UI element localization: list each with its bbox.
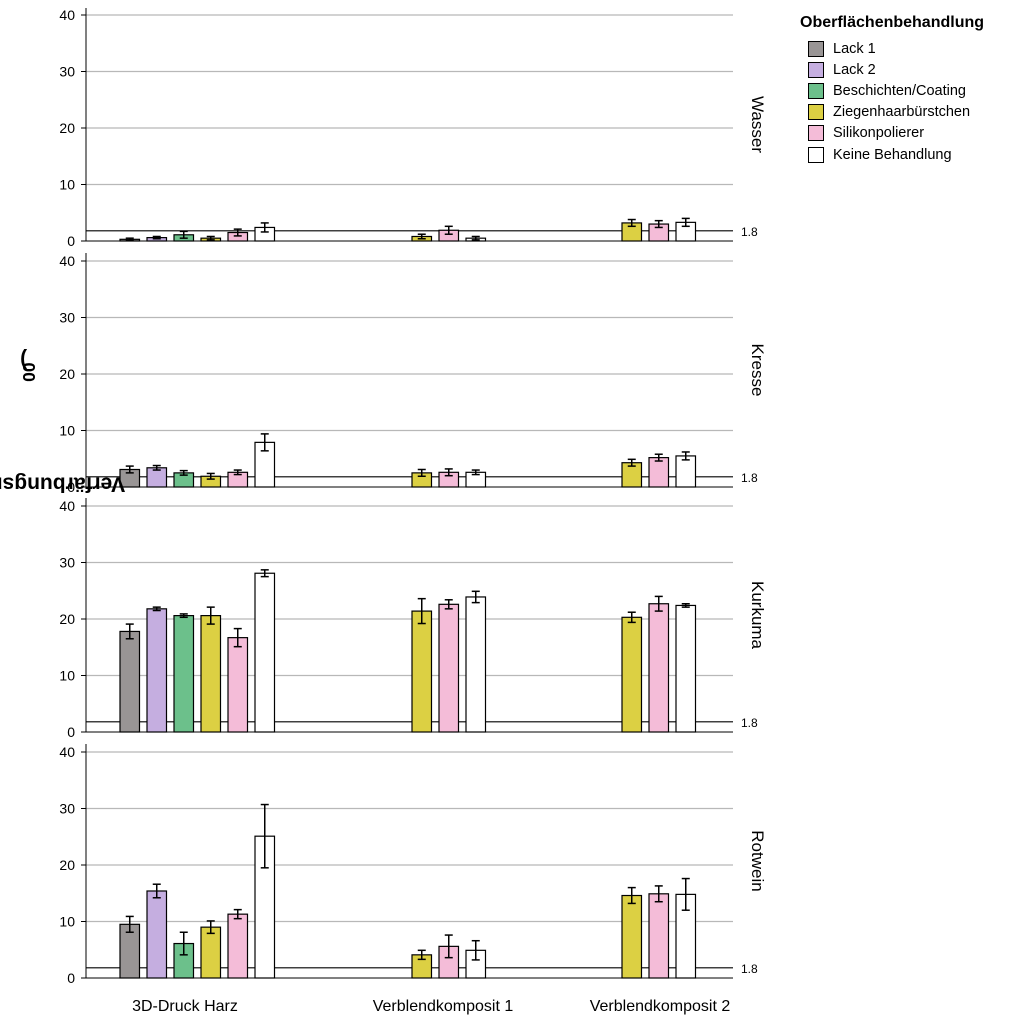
y-axis-label: Verfärbungsrate (ΔE00) <box>0 300 125 640</box>
legend-swatch <box>808 125 824 142</box>
y-tick-label: 30 <box>59 801 75 817</box>
y-tick-label: 30 <box>59 310 75 326</box>
y-tick-label: 10 <box>59 914 75 930</box>
legend-item-ziegenhaar: Ziegenhaarbürstchen <box>800 102 984 123</box>
bar-kurkuma-keine-behandlung <box>254 572 276 733</box>
y-tick-label: 0 <box>67 724 75 740</box>
x-category-label: Verblendkomposit 2 <box>590 998 731 1015</box>
bar-rotwein-ziegenhaarb-rstchen <box>200 926 222 979</box>
bar-rotwein-silikonpolierer <box>648 893 670 979</box>
y-axis-label-close: ) <box>20 347 28 371</box>
bar-kurkuma-ziegenhaarb-rstchen <box>411 610 433 733</box>
bar-kresse-silikonpolierer <box>648 457 670 488</box>
x-category-label: 3D-Druck Harz <box>132 998 238 1015</box>
legend-label: Keine Behandlung <box>833 146 952 163</box>
legend-item-lack-2: Lack 2 <box>800 59 984 80</box>
legend-swatch <box>808 61 824 78</box>
y-tick-label: 10 <box>59 668 75 684</box>
legend-item-coating: Beschichten/Coating <box>800 80 984 101</box>
y-tick-label: 20 <box>59 120 75 136</box>
y-tick-label: 40 <box>59 744 75 760</box>
bar-rotwein-lack-2 <box>146 890 168 979</box>
y-tick-label: 30 <box>59 555 75 571</box>
legend-label: Lack 2 <box>833 61 876 78</box>
bar-kurkuma-silikonpolierer <box>648 603 670 733</box>
reference-line-label: 1.8 <box>741 716 758 730</box>
bar-kurkuma-keine-behandlung <box>465 596 487 733</box>
legend-swatch <box>808 104 824 121</box>
bar-kurkuma-silikonpolierer <box>227 637 249 733</box>
panel-label: Wasser <box>748 96 767 153</box>
bar-kurkuma-silikonpolierer <box>438 603 460 733</box>
legend-label: Silikonpolierer <box>833 125 925 142</box>
bar-rotwein-ziegenhaarb-rstchen <box>621 894 643 979</box>
legend-swatch <box>808 40 824 57</box>
legend-label: Ziegenhaarbürstchen <box>833 104 971 121</box>
panel-label: Kresse <box>748 344 767 397</box>
y-axis-label-main: Verfärbungsrate (ΔE <box>0 472 126 496</box>
bar-kurkuma-beschichten-coating <box>173 615 195 733</box>
error-bars <box>125 217 690 961</box>
x-category-label: Verblendkomposit 1 <box>373 998 514 1015</box>
panel-label: Rotwein <box>748 830 767 891</box>
legend-item-silikon: Silikonpolierer <box>800 123 984 144</box>
bar-kurkuma-ziegenhaarb-rstchen <box>621 616 643 733</box>
reference-line-label: 1.8 <box>741 225 758 239</box>
bar-kurkuma-keine-behandlung <box>675 604 697 733</box>
bar-rotwein-silikonpolierer <box>227 913 249 979</box>
legend-title: Oberflächenbehandlung <box>800 14 985 31</box>
y-tick-label: 10 <box>59 423 75 439</box>
bar-kurkuma-lack-2 <box>146 608 168 733</box>
labels: 0 10 20 30 40 1.8 Wasser 0 10 20 30 40 1.8 Kresse 0 10 2… <box>59 7 767 1015</box>
y-tick-label: 20 <box>59 857 75 873</box>
panel-label: Kurkuma <box>748 581 767 650</box>
y-tick-label: 40 <box>59 498 75 514</box>
y-tick-label: 40 <box>59 7 75 23</box>
reference-line-label: 1.8 <box>741 471 758 485</box>
y-tick-label: 0 <box>67 479 75 495</box>
y-tick-label: 0 <box>67 970 75 986</box>
bars <box>119 221 697 979</box>
reference-line-label: 1.8 <box>741 962 758 976</box>
y-tick-label: 10 <box>59 177 75 193</box>
legend-label: Beschichten/Coating <box>833 82 966 99</box>
y-tick-label: 30 <box>59 64 75 80</box>
legend-swatch <box>808 146 824 163</box>
y-tick-label: 0 <box>67 233 75 249</box>
axes <box>81 8 733 979</box>
legend-item-keine: Keine Behandlung <box>800 144 984 165</box>
legend-label: Lack 1 <box>833 40 876 57</box>
legend-swatch <box>808 82 824 99</box>
legend-item-lack-1: Lack 1 <box>800 38 984 59</box>
bar-kurkuma-ziegenhaarb-rstchen <box>200 615 222 733</box>
y-tick-label: 20 <box>59 611 75 627</box>
legend: Oberflächenbehandlung Lack 1 Lack 2 Besc… <box>800 14 984 165</box>
y-tick-label: 40 <box>59 253 75 269</box>
bar-kurkuma-lack-1 <box>119 630 141 733</box>
y-tick-label: 20 <box>59 366 75 382</box>
